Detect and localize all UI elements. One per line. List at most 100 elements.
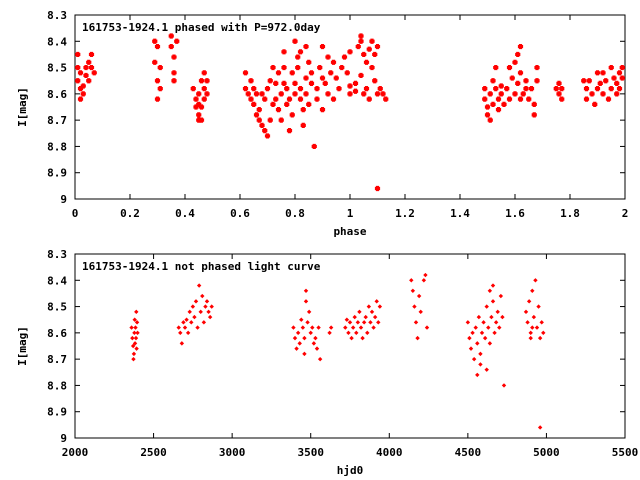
data-point xyxy=(352,314,357,320)
data-point xyxy=(206,309,211,315)
data-point xyxy=(314,96,320,102)
data-point xyxy=(200,293,205,299)
data-point xyxy=(303,43,309,50)
data-point xyxy=(520,91,526,97)
data-point xyxy=(523,78,529,84)
data-point xyxy=(616,70,623,76)
data-point xyxy=(594,86,601,92)
data-point xyxy=(512,59,518,65)
data-point xyxy=(586,78,592,84)
x-tick-label: 0.2 xyxy=(120,207,140,220)
data-point xyxy=(490,283,496,288)
data-point xyxy=(412,304,417,309)
data-point xyxy=(253,91,260,97)
data-point xyxy=(157,86,163,92)
data-point xyxy=(531,101,537,107)
x-tick-label: 5000 xyxy=(533,446,560,459)
data-point xyxy=(171,78,177,84)
data-point xyxy=(471,356,477,362)
data-point xyxy=(168,43,174,50)
data-point xyxy=(259,91,265,97)
x-tick-label: 3000 xyxy=(219,446,246,459)
data-point xyxy=(286,96,293,102)
data-point xyxy=(517,96,524,102)
data-point xyxy=(349,335,354,341)
data-point xyxy=(490,101,496,107)
data-point xyxy=(614,91,620,97)
data-point xyxy=(201,320,207,325)
data-point xyxy=(498,293,504,299)
data-point xyxy=(344,70,350,76)
data-point xyxy=(242,70,249,76)
data-point xyxy=(608,64,614,71)
data-point xyxy=(330,96,337,102)
data-point xyxy=(204,299,210,304)
data-point xyxy=(358,325,364,330)
data-point xyxy=(487,91,493,97)
data-point xyxy=(490,78,496,84)
y-tick-label: 9 xyxy=(60,432,67,445)
data-point xyxy=(533,278,538,283)
x-tick-label: 0.6 xyxy=(230,207,250,220)
data-point xyxy=(292,335,298,341)
data-point xyxy=(308,330,313,336)
data-point xyxy=(248,96,254,102)
data-point xyxy=(176,325,181,330)
data-point xyxy=(475,372,480,378)
data-point xyxy=(134,320,140,325)
data-point xyxy=(174,38,180,44)
data-point xyxy=(363,86,370,92)
data-point xyxy=(91,70,97,76)
data-point xyxy=(299,317,304,322)
data-point xyxy=(273,96,279,102)
data-point xyxy=(322,80,328,86)
data-point xyxy=(171,54,177,60)
data-point xyxy=(380,91,386,97)
data-point xyxy=(270,101,276,107)
data-point xyxy=(534,64,540,71)
data-point xyxy=(292,91,298,97)
data-point xyxy=(196,283,202,288)
data-point xyxy=(179,341,185,346)
data-point xyxy=(493,64,499,71)
data-point xyxy=(157,64,163,71)
data-point xyxy=(295,64,301,71)
y-tick-label: 8.9 xyxy=(47,406,67,419)
data-point xyxy=(75,64,81,71)
y-tick-label: 8.5 xyxy=(47,301,67,314)
data-point xyxy=(534,78,540,84)
data-point xyxy=(344,317,350,322)
plot-area-frame xyxy=(74,253,626,439)
data-point xyxy=(297,341,302,346)
data-point xyxy=(204,91,210,97)
data-point xyxy=(530,325,535,330)
data-point xyxy=(184,317,189,322)
data-point xyxy=(592,101,598,107)
data-point xyxy=(531,112,537,118)
data-point xyxy=(423,272,428,278)
data-point xyxy=(302,351,307,357)
data-point xyxy=(317,64,323,71)
x-tick-label: 1.6 xyxy=(505,207,525,220)
data-point xyxy=(203,304,208,309)
data-point xyxy=(530,288,535,293)
data-point xyxy=(171,70,177,76)
data-point xyxy=(366,96,372,102)
data-point xyxy=(242,86,249,92)
data-point xyxy=(506,64,513,71)
data-point xyxy=(487,117,493,123)
data-point xyxy=(476,314,482,320)
chart-title: 161753-1924.1 phased with P=972.0day xyxy=(82,21,321,34)
x-tick-label: 0 xyxy=(72,207,79,220)
data-point xyxy=(130,343,136,349)
phased-chart: 161753-1924.1 phased with P=972.0day pha… xyxy=(16,9,628,238)
y-axis-label: I[mag] xyxy=(16,87,29,127)
data-point xyxy=(308,70,315,76)
data-point xyxy=(267,78,273,84)
y-tick-label: 8.9 xyxy=(47,167,67,180)
data-point xyxy=(134,346,139,351)
data-point xyxy=(377,304,383,309)
data-point xyxy=(75,51,81,58)
axis-ticks: 2000 2500 3000 3500 4000 4500 5000 5500 8.3 8.4 8.… xyxy=(47,248,638,459)
data-point xyxy=(361,320,367,325)
